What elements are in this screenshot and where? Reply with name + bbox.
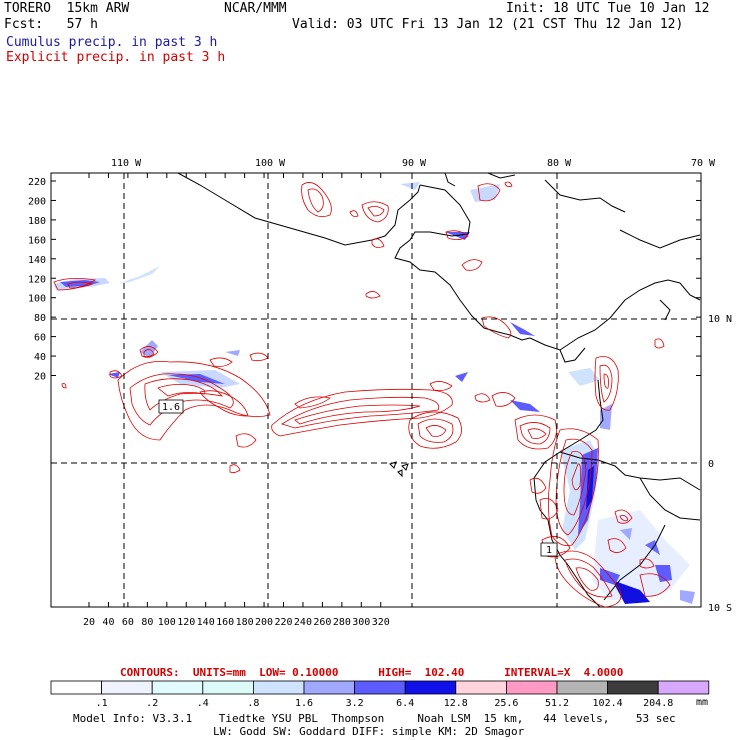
x-tick-label: 200 xyxy=(255,617,273,628)
y-tick-label: 160 xyxy=(28,235,46,246)
colorbar: .1 .2 .4 .8 1.6 3.2 6.4 12.8 25.6 51.2 102.4 204.8 xyxy=(50,680,710,709)
lon-label: 70 W xyxy=(691,158,716,169)
x-tick-label: 320 xyxy=(372,617,390,628)
x-tick-label: 240 xyxy=(294,617,312,628)
legend-cumulus: Cumulus precip. in past 3 h xyxy=(6,35,218,50)
lat-label: 10 N xyxy=(708,314,732,325)
explicit-precip-contours xyxy=(53,181,671,607)
colorbar-swatch xyxy=(556,680,608,695)
colorbar-swatch xyxy=(202,680,254,695)
x-tick-label: 280 xyxy=(333,617,351,628)
colorbar-swatch xyxy=(50,680,102,695)
colorbar-label: 51.2 xyxy=(545,698,569,709)
organization-label: NCAR/MMM xyxy=(224,1,287,16)
cumulus-precip-shading xyxy=(54,182,695,604)
contour-label: 1.6 xyxy=(162,402,180,413)
y-tick-label: 80 xyxy=(34,313,46,324)
colorbar-label: .1 xyxy=(96,698,108,709)
x-tick-label: 220 xyxy=(274,617,292,628)
x-tick-label: 20 xyxy=(83,617,95,628)
x-tick-label: 40 xyxy=(102,617,114,628)
colorbar-swatch xyxy=(101,680,153,695)
x-tick-label: 100 xyxy=(158,617,176,628)
contour-label-box xyxy=(158,399,184,414)
y-tick-label: 140 xyxy=(28,255,46,266)
lon-label: 110 W xyxy=(111,158,142,169)
colorbar-swatch xyxy=(404,680,457,695)
colorbar-swatch xyxy=(505,680,558,695)
y-tick-label: 60 xyxy=(34,333,46,344)
colorbar-swatch xyxy=(455,680,507,695)
x-tick-label: 160 xyxy=(216,617,234,628)
y-tick-label: 180 xyxy=(28,216,46,227)
y-tick-label: 20 xyxy=(34,372,46,383)
valid-time: Valid: 03 UTC Fri 13 Jan 12 (21 CST Thu … xyxy=(292,17,684,32)
y-tick-label: 100 xyxy=(28,294,46,305)
latlon-grid xyxy=(51,173,701,607)
colorbar-swatch xyxy=(303,680,355,695)
x-tick-label: 300 xyxy=(352,617,370,628)
x-tick-label: 120 xyxy=(177,617,195,628)
y-tick-label: 200 xyxy=(28,196,46,207)
model-info: Model Info: V3.3.1 Tiedtke YSU PBL Thomp… xyxy=(73,712,676,725)
colorbar-label: 3.2 xyxy=(346,698,364,709)
contour-label-box xyxy=(540,542,558,557)
coastlines xyxy=(177,173,701,607)
colorbar-swatch xyxy=(657,680,710,695)
forecast-hour: Fcst: 57 h xyxy=(4,17,98,32)
colorbar-label: .2 xyxy=(146,698,158,709)
lon-label: 90 W xyxy=(402,158,427,169)
colorbar-label: .4 xyxy=(197,698,209,709)
y-tick-label: 120 xyxy=(28,274,46,285)
y-axis-ticks: 220 200 180 160 140 120 100 80 60 40 20 xyxy=(28,177,701,383)
colorbar-label: 12.8 xyxy=(444,698,468,709)
colorbar-label: .8 xyxy=(247,698,259,709)
colorbar-swatch xyxy=(607,680,659,695)
x-tick-label: 140 xyxy=(197,617,215,628)
colorbar-label: 25.6 xyxy=(494,698,518,709)
x-tick-label: 80 xyxy=(141,617,153,628)
contour-label: 1 xyxy=(546,545,552,556)
colorbar-label: 1.6 xyxy=(295,698,313,709)
colorbar-units: mm xyxy=(696,697,709,708)
physics-info: LW: Godd SW: Goddard DIFF: simple KM: 2D… xyxy=(213,725,525,738)
y-tick-label: 220 xyxy=(28,177,46,188)
colorbar-label: 204.8 xyxy=(643,698,673,709)
x-axis-ticks: 20 40 60 80 100 120 140 160 180 200 220 240 260 280 30… xyxy=(83,173,390,628)
lat-label: 10 S xyxy=(708,603,732,614)
lon-label: 100 W xyxy=(255,158,286,169)
y-tick-label: 40 xyxy=(34,352,46,363)
init-time: Init: 18 UTC Tue 10 Jan 12 xyxy=(506,1,710,16)
lat-label: 0 xyxy=(708,459,714,470)
lon-label: 80 W xyxy=(547,158,572,169)
x-tick-label: 180 xyxy=(236,617,254,628)
colorbar-label: 102.4 xyxy=(593,698,623,709)
legend-explicit: Explicit precip. in past 3 h xyxy=(6,50,226,65)
x-tick-label: 260 xyxy=(313,617,331,628)
contour-info: CONTOURS: UNITS=mm LOW= 0.10000 HIGH= 10… xyxy=(120,666,624,679)
colorbar-swatch xyxy=(151,680,204,695)
model-title: TORERO 15km ARW xyxy=(4,1,130,16)
colorbar-label: 6.4 xyxy=(396,698,414,709)
colorbar-swatch xyxy=(252,680,305,695)
x-tick-label: 60 xyxy=(122,617,134,628)
colorbar-swatch xyxy=(354,680,406,695)
